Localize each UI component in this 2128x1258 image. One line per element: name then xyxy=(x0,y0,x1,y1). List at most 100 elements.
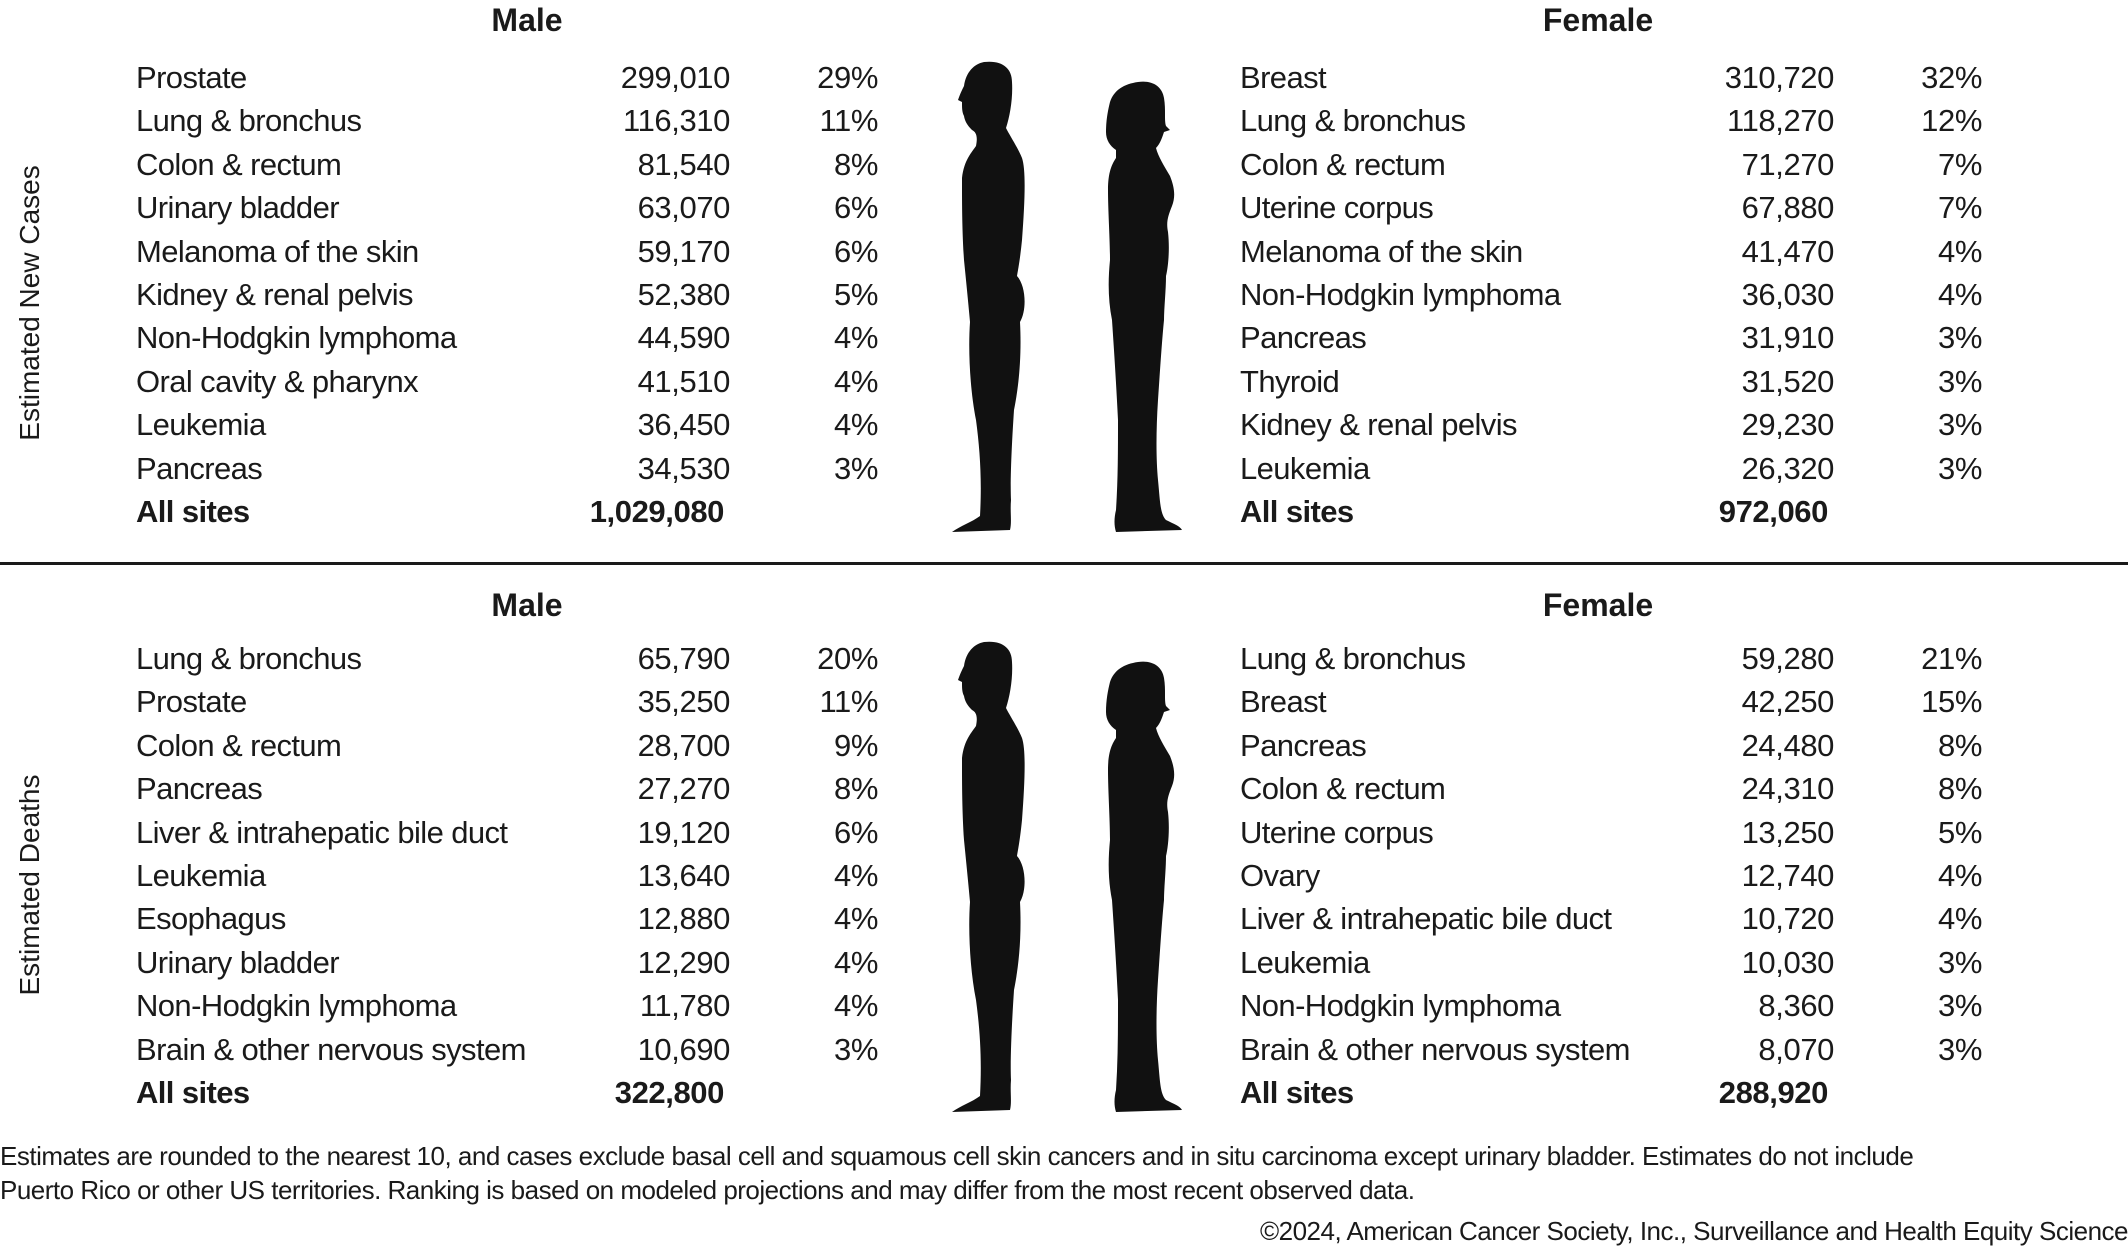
percentage: 8% xyxy=(833,771,878,807)
case-count: 8,070 xyxy=(1758,1031,1834,1067)
percentage: 4% xyxy=(833,944,878,980)
site-name: Leukemia xyxy=(136,858,266,893)
case-count: 29,230 xyxy=(1741,407,1835,443)
case-count: 59,170 xyxy=(637,233,731,269)
deaths-female-header: Female xyxy=(1542,587,1654,623)
section-label-new-cases: Estimated New Cases xyxy=(14,165,45,441)
case-count: 12,290 xyxy=(637,944,731,980)
case-count: 42,250 xyxy=(1741,684,1835,720)
site-name: Pancreas xyxy=(136,450,263,486)
site-name: Lung & bronchus xyxy=(136,641,362,676)
site-name: Kidney & renal pelvis xyxy=(1240,407,1517,443)
case-count: 28,700 xyxy=(637,727,731,763)
percentage: 5% xyxy=(1937,814,1982,850)
site-name: Prostate xyxy=(136,684,247,720)
case-count: 81,540 xyxy=(637,146,731,182)
new-cases-male-header: Male xyxy=(491,2,563,38)
case-count: 10,720 xyxy=(1741,901,1835,937)
case-count: 31,520 xyxy=(1741,363,1835,399)
male-silhouette-icon xyxy=(952,641,1025,1112)
site-name: Thyroid xyxy=(1240,363,1340,399)
case-count: 11,780 xyxy=(639,988,731,1024)
female-silhouette-icon xyxy=(1106,661,1182,1112)
percentage: 4% xyxy=(833,988,878,1024)
site-name: Leukemia xyxy=(1240,450,1370,486)
total-count: 288,920 xyxy=(1718,1075,1829,1110)
percentage: 6% xyxy=(833,233,878,269)
case-count: 26,320 xyxy=(1741,450,1835,486)
site-name: Melanoma of the skin xyxy=(136,233,419,269)
case-count: 71,270 xyxy=(1741,146,1835,182)
percentage: 3% xyxy=(1937,320,1982,356)
case-count: 34,530 xyxy=(637,450,731,486)
case-count: 35,250 xyxy=(637,684,731,720)
case-count: 12,880 xyxy=(637,901,731,937)
site-name: Liver & intrahepatic bile duct xyxy=(1240,901,1612,937)
percentage: 4% xyxy=(833,901,878,937)
percentage: 4% xyxy=(833,858,878,893)
site-name: Uterine corpus xyxy=(1240,190,1434,226)
case-count: 19,120 xyxy=(637,814,731,850)
site-name: Colon & rectum xyxy=(1240,771,1446,807)
site-name: Non-Hodgkin lymphoma xyxy=(136,320,457,356)
site-name: Brain & other nervous system xyxy=(1240,1031,1630,1067)
percentage: 3% xyxy=(833,1031,878,1067)
site-name: Liver & intrahepatic bile duct xyxy=(136,814,508,850)
site-name: Urinary bladder xyxy=(136,944,340,980)
percentage: 5% xyxy=(833,277,878,312)
section-label-deaths: Estimated Deaths xyxy=(14,774,45,996)
site-name: Oral cavity & pharynx xyxy=(136,363,419,399)
site-name: Non-Hodgkin lymphoma xyxy=(136,988,457,1024)
site-name: Colon & rectum xyxy=(136,146,342,182)
case-count: 41,470 xyxy=(1741,233,1835,269)
percentage: 4% xyxy=(1937,233,1982,269)
percentage: 9% xyxy=(833,727,878,763)
percentage: 3% xyxy=(1937,988,1982,1024)
site-name: Prostate xyxy=(136,60,247,95)
site-name: Leukemia xyxy=(136,407,266,443)
percentage: 3% xyxy=(833,450,878,486)
percentage: 6% xyxy=(833,814,878,850)
percentage: 20% xyxy=(817,641,878,676)
case-count: 31,910 xyxy=(1741,320,1835,356)
site-name: Pancreas xyxy=(1240,320,1367,356)
case-count: 36,450 xyxy=(637,407,731,443)
percentage: 3% xyxy=(1937,407,1982,443)
percentage: 32% xyxy=(1921,60,1982,95)
total-label: All sites xyxy=(1240,1075,1354,1110)
site-name: Breast xyxy=(1240,684,1327,720)
site-name: Lung & bronchus xyxy=(1240,641,1466,676)
case-count: 310,720 xyxy=(1724,60,1835,95)
case-count: 13,250 xyxy=(1741,814,1835,850)
percentage: 3% xyxy=(1937,450,1982,486)
site-name: Urinary bladder xyxy=(136,190,340,226)
site-name: Pancreas xyxy=(136,771,263,807)
percentage: 11% xyxy=(819,684,878,720)
percentage: 6% xyxy=(833,190,878,226)
case-count: 299,010 xyxy=(620,60,731,95)
site-name: Breast xyxy=(1240,60,1327,95)
percentage: 3% xyxy=(1937,944,1982,980)
total-count: 322,800 xyxy=(614,1075,725,1110)
case-count: 36,030 xyxy=(1741,277,1835,312)
case-count: 65,790 xyxy=(637,641,731,676)
site-name: Non-Hodgkin lymphoma xyxy=(1240,277,1561,312)
case-count: 27,270 xyxy=(637,771,731,807)
copyright: ©2024, American Cancer Society, Inc., Su… xyxy=(1259,1216,2128,1246)
percentage: 4% xyxy=(1937,277,1982,312)
case-count: 24,480 xyxy=(1741,727,1835,763)
new-cases-female-header: Female xyxy=(1542,2,1654,38)
percentage: 4% xyxy=(1937,901,1982,937)
percentage: 21% xyxy=(1921,641,1982,676)
percentage: 11% xyxy=(819,103,878,139)
case-count: 63,070 xyxy=(637,190,731,226)
case-count: 12,740 xyxy=(1741,858,1835,893)
site-name: Pancreas xyxy=(1240,727,1367,763)
case-count: 52,380 xyxy=(637,277,731,312)
percentage: 4% xyxy=(833,407,878,443)
total-count: 1,029,080 xyxy=(589,494,725,529)
percentage: 4% xyxy=(833,320,878,356)
percentage: 8% xyxy=(1937,771,1982,807)
case-count: 10,030 xyxy=(1741,944,1835,980)
site-name: Lung & bronchus xyxy=(1240,103,1466,139)
